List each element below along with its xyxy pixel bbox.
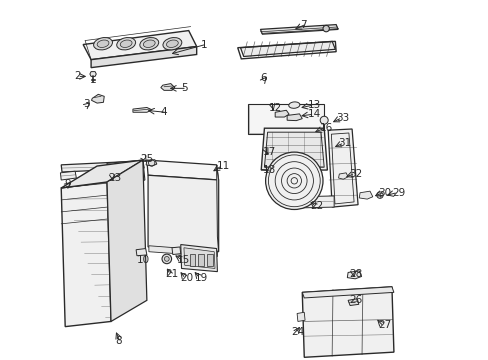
- Text: 28: 28: [348, 269, 362, 279]
- Polygon shape: [264, 132, 324, 167]
- Circle shape: [320, 116, 327, 124]
- Polygon shape: [327, 129, 357, 207]
- Circle shape: [162, 254, 171, 264]
- Text: 33: 33: [335, 113, 349, 123]
- Ellipse shape: [97, 40, 109, 48]
- Text: 24: 24: [291, 327, 304, 337]
- Polygon shape: [275, 110, 288, 117]
- Polygon shape: [91, 94, 104, 103]
- Polygon shape: [148, 246, 217, 257]
- Text: 9: 9: [64, 179, 70, 189]
- Text: 26: 26: [348, 294, 362, 305]
- Text: 1: 1: [200, 40, 207, 50]
- Text: 27: 27: [377, 320, 390, 330]
- Polygon shape: [91, 46, 196, 68]
- Polygon shape: [216, 165, 218, 252]
- Polygon shape: [183, 248, 215, 269]
- FancyBboxPatch shape: [206, 254, 213, 266]
- Text: 20: 20: [180, 273, 193, 283]
- Polygon shape: [260, 24, 337, 34]
- Polygon shape: [161, 84, 174, 90]
- Polygon shape: [302, 287, 393, 298]
- Polygon shape: [61, 161, 144, 172]
- Polygon shape: [146, 160, 157, 166]
- Polygon shape: [61, 182, 111, 327]
- Circle shape: [164, 257, 169, 261]
- Polygon shape: [107, 160, 144, 186]
- Polygon shape: [338, 173, 347, 179]
- Text: 2: 2: [74, 71, 81, 81]
- Polygon shape: [146, 160, 218, 180]
- Polygon shape: [61, 171, 76, 180]
- Text: 6: 6: [260, 73, 266, 84]
- Polygon shape: [148, 175, 218, 252]
- Polygon shape: [302, 287, 393, 357]
- Text: 31: 31: [337, 138, 351, 148]
- Text: 30: 30: [377, 188, 390, 198]
- Text: 3: 3: [83, 99, 90, 109]
- Text: 29: 29: [391, 188, 405, 198]
- Text: 22: 22: [309, 201, 323, 211]
- Polygon shape: [107, 160, 146, 321]
- Ellipse shape: [117, 37, 135, 50]
- Polygon shape: [300, 196, 333, 208]
- Polygon shape: [240, 41, 335, 57]
- Polygon shape: [136, 248, 146, 256]
- Polygon shape: [346, 271, 361, 279]
- Polygon shape: [90, 72, 96, 76]
- Text: 5: 5: [181, 84, 187, 93]
- Ellipse shape: [120, 40, 132, 48]
- Ellipse shape: [288, 102, 299, 108]
- Polygon shape: [133, 108, 152, 112]
- Text: 11: 11: [216, 161, 229, 171]
- Text: 16: 16: [320, 123, 333, 133]
- Circle shape: [265, 152, 323, 210]
- Text: 32: 32: [348, 169, 362, 179]
- Circle shape: [323, 26, 329, 32]
- Text: 18: 18: [262, 165, 275, 175]
- Text: 21: 21: [164, 269, 178, 279]
- Polygon shape: [297, 312, 305, 321]
- Polygon shape: [83, 31, 196, 60]
- Ellipse shape: [143, 40, 155, 48]
- Polygon shape: [359, 191, 372, 199]
- Polygon shape: [181, 244, 217, 272]
- Polygon shape: [286, 114, 302, 121]
- Text: 23: 23: [108, 173, 121, 183]
- Ellipse shape: [166, 40, 178, 48]
- Text: 17: 17: [262, 147, 275, 157]
- Text: 13: 13: [307, 100, 321, 110]
- Ellipse shape: [140, 37, 159, 50]
- Text: 4: 4: [161, 107, 167, 117]
- FancyBboxPatch shape: [189, 254, 195, 266]
- Text: 8: 8: [115, 336, 122, 346]
- Text: 14: 14: [307, 109, 321, 119]
- Text: 7: 7: [300, 19, 306, 30]
- Circle shape: [376, 192, 383, 198]
- Text: 25: 25: [140, 154, 153, 164]
- Text: 19: 19: [194, 273, 207, 283]
- Ellipse shape: [93, 37, 112, 50]
- Polygon shape: [347, 299, 358, 306]
- FancyBboxPatch shape: [198, 254, 204, 266]
- Ellipse shape: [163, 37, 182, 50]
- Polygon shape: [261, 128, 326, 170]
- Polygon shape: [61, 160, 142, 188]
- Polygon shape: [248, 104, 324, 134]
- Text: 10: 10: [137, 255, 150, 265]
- Polygon shape: [172, 247, 181, 255]
- Text: 12: 12: [268, 103, 281, 113]
- Text: 15: 15: [176, 255, 190, 265]
